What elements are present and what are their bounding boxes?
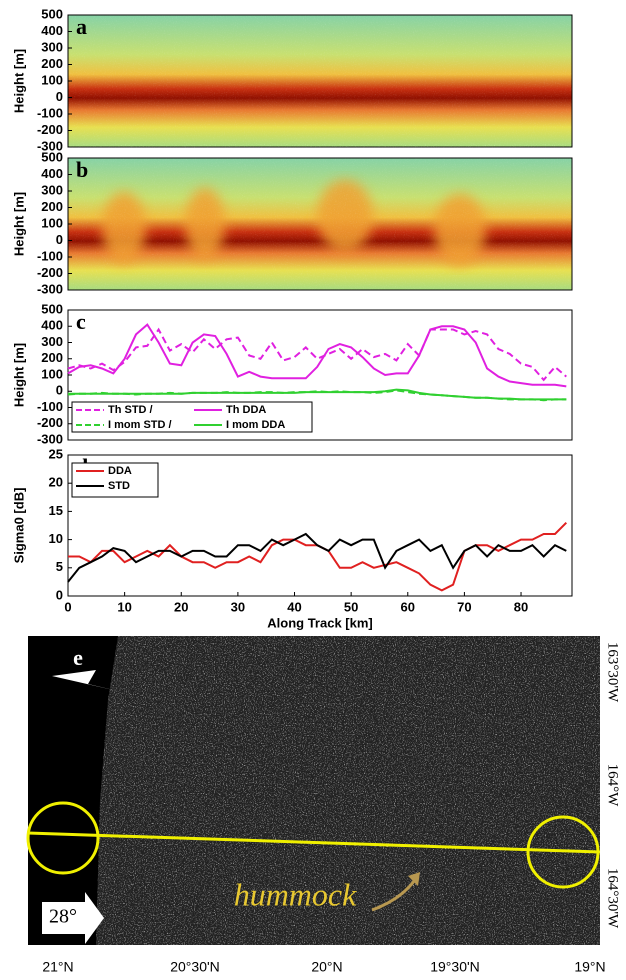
y-tick-label: 400 [41, 166, 63, 181]
lon-label: 164°30'W [605, 868, 621, 929]
legend-label: Th STD / [108, 404, 153, 416]
y-tick-label: 10 [49, 531, 63, 546]
y-tick-label: -100 [37, 248, 63, 263]
y-tick-label: 100 [41, 215, 63, 230]
panel-label: c [76, 309, 86, 334]
y-tick-label: 200 [41, 199, 63, 214]
y-tick-label: 500 [41, 301, 63, 316]
y-tick-label: 400 [41, 318, 63, 333]
north-arrow [52, 670, 122, 692]
series-line [68, 521, 568, 592]
y-tick-label: -200 [37, 122, 63, 137]
y-tick-label: -200 [37, 415, 63, 430]
x-tick-label: 20 [174, 599, 188, 614]
x-tick-label: 70 [457, 599, 471, 614]
y-tick-label: 0 [56, 587, 63, 602]
y-tick-label: 300 [41, 182, 63, 197]
heatmap-texture [68, 15, 572, 147]
track-line [27, 831, 601, 854]
annotation-arrowhead [408, 872, 420, 886]
x-axis-label: Along Track [km] [267, 615, 372, 630]
y-tick-label: 500 [41, 6, 63, 21]
y-tick-label: -200 [37, 265, 63, 280]
y-tick-label: 0 [56, 89, 63, 104]
panel-label: e [73, 645, 83, 670]
y-axis-label: Height [m] [11, 343, 26, 407]
lat-label: 19°30'N [430, 959, 480, 975]
legend-label: Th DDA [226, 404, 266, 416]
legend-label: I mom DDA [226, 419, 285, 431]
y-tick-label: -300 [37, 138, 63, 153]
y-tick-label: 200 [41, 350, 63, 365]
series-line [67, 532, 567, 583]
track-marker [526, 815, 600, 889]
y-tick-label: 300 [41, 334, 63, 349]
y-tick-label: 0 [56, 232, 63, 247]
map-panel: 28° e hummock [26, 636, 601, 945]
y-tick-label: 20 [49, 475, 63, 490]
x-tick-label: 10 [117, 599, 131, 614]
x-tick-label: 80 [514, 599, 528, 614]
y-tick-label: -300 [37, 431, 63, 446]
legend-label: I mom STD / [108, 419, 172, 431]
y-tick-label: 500 [41, 149, 63, 164]
annotation-arrow [371, 879, 417, 912]
y-axis-label: Height [m] [11, 49, 26, 113]
y-axis-label: Height [m] [11, 192, 26, 256]
track-marker [26, 801, 100, 875]
y-tick-label: 15 [49, 503, 63, 518]
lat-label: 20°30'N [170, 959, 220, 975]
series-line [67, 327, 567, 382]
lat-label: 19°N [574, 959, 605, 975]
y-tick-label: 0 [56, 383, 63, 398]
y-tick-label: 400 [41, 23, 63, 38]
legend-box [71, 462, 159, 498]
y-tick-label: 5 [56, 559, 63, 574]
no-data-area [28, 636, 118, 945]
lon-label: 163°30'W [605, 642, 621, 703]
lat-label: 21°N [42, 959, 73, 975]
lat-label: 20°N [311, 959, 342, 975]
x-tick-label: 60 [401, 599, 415, 614]
legend-label: DDA [108, 465, 132, 477]
y-axis-label: Sigma0 [dB] [11, 488, 26, 564]
y-tick-label: 200 [41, 56, 63, 71]
series-line [68, 388, 567, 401]
y-tick-label: 100 [41, 72, 63, 87]
angle-label: 28° [49, 906, 77, 928]
panel-label: b [76, 157, 88, 182]
heatmap-texture [68, 158, 572, 290]
plot-frame [67, 454, 573, 597]
y-tick-label: -100 [37, 105, 63, 120]
x-tick-label: 0 [64, 599, 71, 614]
y-tick-label: 100 [41, 366, 63, 381]
y-tick-label: 300 [41, 39, 63, 54]
map-texture [28, 636, 600, 945]
x-tick-label: 50 [344, 599, 358, 614]
y-tick-label: -100 [37, 399, 63, 414]
legend-box [71, 401, 313, 433]
direction-arrow [42, 892, 104, 944]
annotation: hummock [234, 876, 357, 912]
x-tick-label: 30 [231, 599, 245, 614]
x-tick-label: 40 [287, 599, 301, 614]
legend-label: STD [108, 480, 130, 492]
panel-label: a [76, 14, 87, 39]
y-tick-label: 25 [49, 446, 63, 461]
y-tick-label: -300 [37, 281, 63, 296]
series-line [67, 323, 567, 388]
lon-label: 164°W [605, 764, 621, 807]
